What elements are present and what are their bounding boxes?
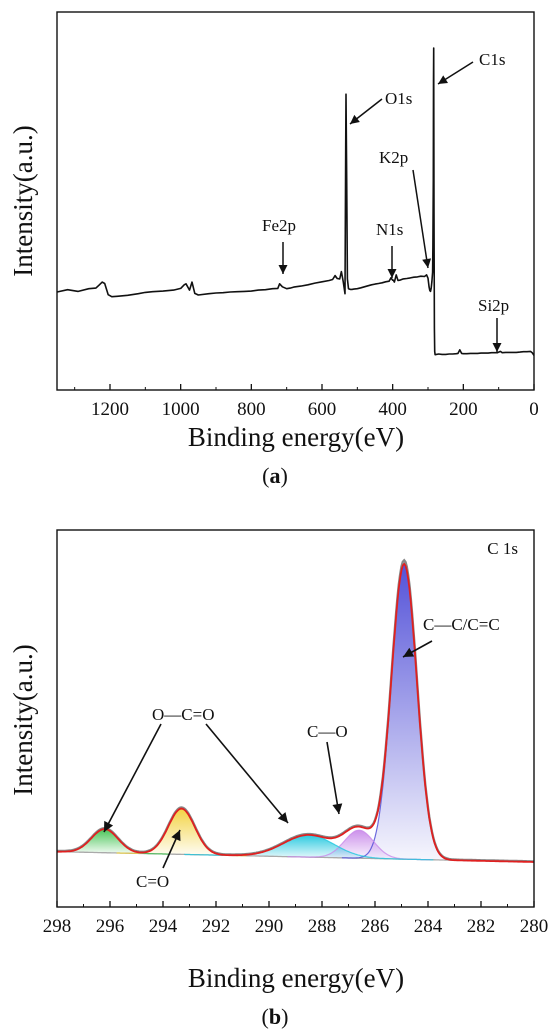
panel-a-annotation-c1s: C1s	[479, 50, 505, 69]
panel-a-annotation-n1s: N1s	[376, 220, 403, 239]
panel-a-annotation-o1s: O1s	[385, 89, 412, 108]
panel-b-peak-fill-1	[287, 830, 431, 860]
panel-a-tick-label-1200: 1200	[91, 399, 129, 420]
panel-b-x-ticks	[56, 901, 535, 907]
panel-b-arrows	[103, 640, 433, 869]
panel-a-arrowhead-c1s	[438, 75, 449, 84]
panel-b-arrowhead-oco-left	[104, 820, 114, 832]
panel-a-arrows	[278, 61, 502, 352]
panel-b-arrowhead-co	[332, 803, 343, 814]
panel-a-frame	[56, 11, 535, 391]
panel-a-tick-label-400: 400	[378, 399, 407, 420]
panel-b-tick-label-290: 290	[255, 916, 284, 937]
panel-b-tick-label-280: 280	[520, 916, 549, 937]
panel-b-inset-label: C 1s	[487, 539, 518, 558]
panel-a-y-axis-title: Intensity(a.u.)	[8, 125, 38, 276]
panel-a-annotation-k2p: K2p	[379, 148, 408, 167]
panel-a-spectrum-line	[56, 47, 535, 356]
panel-a-caption-letter: a	[270, 463, 281, 488]
chart-panel-a: 1200 1000 800 600 400 200 0 C1s O1s K2p Fe2p N…	[8, 11, 539, 488]
panel-b-tick-label-286: 286	[361, 916, 390, 937]
panel-b-arrow-oco-right	[205, 723, 289, 824]
panel-b-peak-fill-0	[341, 564, 468, 861]
panel-b-peak-fill-2	[184, 835, 434, 860]
panel-b-arrowhead-oco-right	[277, 812, 288, 823]
panel-b-annotation-c-double-o: C=O	[136, 872, 169, 891]
panel-b-caption: (b)	[262, 1004, 289, 1029]
panel-a-arrowhead-k2p	[422, 258, 432, 268]
panel-b-y-axis-title: Intensity(a.u.)	[8, 644, 38, 795]
panel-b-tick-label-282: 282	[467, 916, 496, 937]
panel-b-tick-label-288: 288	[308, 916, 337, 937]
panel-b-x-tick-labels: 298 296 294 292 290 288 286 284 282 280	[43, 916, 549, 937]
panel-b-arrow-oco-left	[103, 723, 162, 833]
panel-b-raw-data-line	[56, 558, 534, 863]
panel-a-annotation-si2p: Si2p	[478, 296, 509, 315]
panel-b-tick-label-298: 298	[43, 916, 72, 937]
panel-a-x-axis-title: Binding energy(eV)	[188, 422, 404, 452]
panel-a-x-ticks	[74, 384, 535, 390]
panel-b-peak-fill-3	[116, 808, 247, 856]
panel-b-caption-letter: b	[269, 1004, 281, 1029]
panel-b-tick-label-296: 296	[96, 916, 125, 937]
panel-a-x-tick-labels: 1200 1000 800 600 400 200 0	[91, 399, 539, 420]
panel-a-arrow-k2p	[412, 169, 429, 269]
panel-a-tick-label-0: 0	[529, 399, 539, 420]
panel-a-arrowhead-fe2p	[278, 265, 288, 274]
panel-a-annotation-fe2p: Fe2p	[262, 216, 296, 235]
panel-b-arrow-co	[326, 741, 340, 815]
panel-b-annotation-cc: C—C/C=C	[423, 615, 500, 634]
panel-a-tick-label-1000: 1000	[162, 399, 200, 420]
panel-b-x-axis-title: Binding energy(eV)	[188, 963, 404, 993]
panel-b-annotation-co: C—O	[307, 722, 348, 741]
chart-panel-b: 298 296 294 292 290 288 286 284 282 280 C 1s C—C/…	[8, 529, 549, 1029]
panel-a-caption: (a)	[262, 463, 288, 488]
panel-b-peak-fills	[57, 564, 468, 861]
panel-b-peak-fill-4	[57, 829, 170, 855]
panel-a-arrowhead-si2p	[492, 343, 502, 352]
panel-a-arrowhead-n1s	[387, 269, 397, 278]
panel-b-arrowhead-c-double-o	[171, 830, 181, 842]
panel-a-tick-label-200: 200	[449, 399, 478, 420]
panel-a-tick-label-600: 600	[308, 399, 337, 420]
panel-a-tick-label-800: 800	[237, 399, 266, 420]
panel-b-tick-label-284: 284	[414, 916, 443, 937]
panel-b-tick-label-294: 294	[149, 916, 178, 937]
panel-b-tick-label-292: 292	[202, 916, 231, 937]
panel-a-arrowhead-o1s	[350, 114, 360, 124]
panel-b-envelope-line	[56, 562, 534, 863]
panel-b-annotation-oco: O—C=O	[152, 705, 214, 724]
panel-b-arrowhead-cc	[403, 647, 415, 657]
